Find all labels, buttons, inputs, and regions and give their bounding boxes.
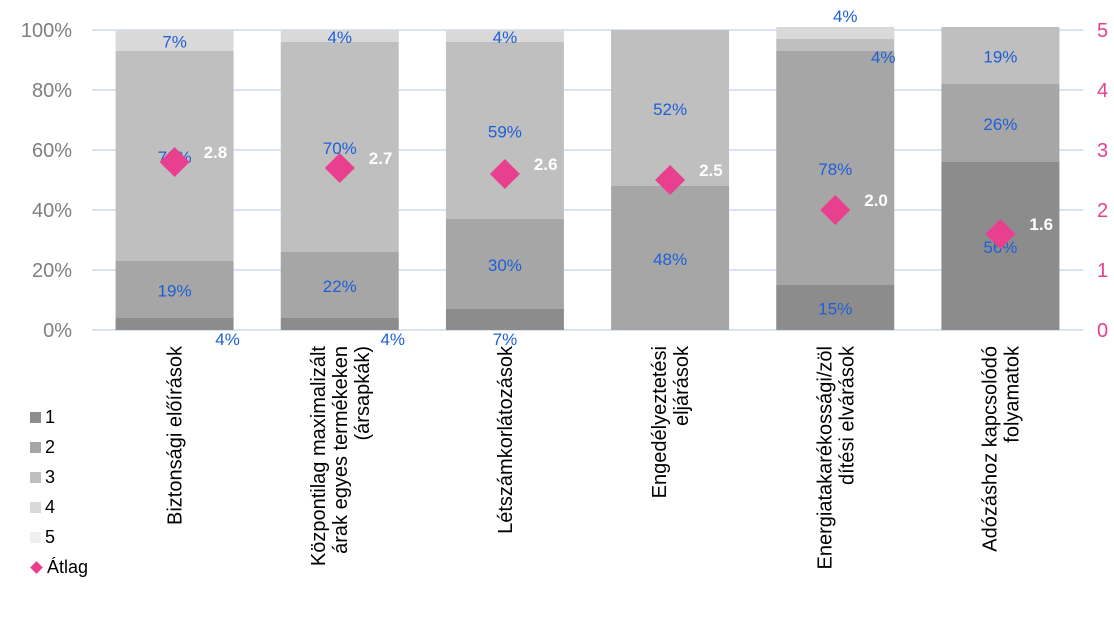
legend-swatch (30, 471, 41, 483)
legend-label: 3 (45, 466, 56, 487)
legend-label: 4 (45, 496, 56, 517)
bar-segment-2 (445, 219, 564, 309)
legend-label: 1 (45, 406, 56, 427)
data-label: 19% (158, 282, 192, 301)
average-label: 2.6 (534, 155, 558, 174)
x-category-label-line: eljárások (671, 345, 693, 426)
bar-segment-3 (611, 30, 730, 186)
x-category-label-line: Adózáshoz kapcsolódó (979, 346, 1001, 552)
x-category-label-line: folyamatok (1001, 345, 1023, 443)
bar-segment-3 (776, 39, 895, 51)
legend-item-4: 4 (30, 492, 88, 522)
average-marker (489, 159, 520, 189)
x-category-label-line: Biztonsági előírások (165, 345, 187, 525)
average-label: 2.0 (864, 191, 888, 210)
average-marker (655, 165, 686, 195)
data-label: 26% (983, 115, 1017, 134)
x-category-label: Központilag maximalizáltárak egyes termé… (308, 346, 374, 567)
data-label: 15% (818, 300, 852, 319)
y-left-tick-label: 40% (32, 200, 72, 222)
legend-swatch (30, 531, 41, 543)
legend-label: Átlag (47, 556, 89, 577)
legend-item-3: 3 (30, 462, 88, 492)
legend-label: 5 (45, 526, 56, 547)
data-label: 4% (871, 48, 896, 67)
bar-segment-4 (776, 27, 895, 39)
data-label: 52% (653, 100, 687, 119)
y-right-tick-label: 2 (1097, 200, 1108, 222)
y-left-tick-label: 20% (32, 260, 72, 282)
bar-segment-2 (115, 261, 234, 318)
x-category-label-line: Engedélyeztetési (649, 346, 671, 498)
bar-segment-2 (776, 51, 895, 285)
data-label: 7% (493, 330, 518, 349)
bar-segment-4 (445, 30, 564, 42)
diamond-icon (30, 560, 43, 574)
average-marker (159, 147, 190, 177)
x-category-label: Biztonsági előírások (165, 345, 187, 525)
y-right-tick-label: 5 (1097, 20, 1108, 42)
bar-segment-4 (115, 30, 234, 51)
y-left-tick-label: 80% (32, 80, 72, 102)
y-right-tick-label: 4 (1097, 80, 1108, 102)
bar-segment-4 (280, 30, 399, 42)
x-category-label: Létszámkorlátozások (495, 345, 517, 534)
average-label: 1.6 (1029, 215, 1053, 234)
bar-segment-1 (280, 318, 399, 330)
x-category-label-line: Központilag maximalizált (308, 346, 330, 567)
legend-swatch (30, 441, 41, 453)
legend-item-2: 2 (30, 432, 88, 462)
data-label: 70% (323, 139, 357, 158)
y-left-tick-label: 0% (43, 320, 72, 342)
bar-segment-2 (941, 84, 1060, 162)
data-label: 22% (323, 277, 357, 296)
average-marker (324, 153, 355, 183)
average-label: 2.7 (369, 149, 393, 168)
bar-segment-3 (941, 27, 1060, 84)
legend-item-5: 5 (30, 522, 88, 552)
x-category-label: Energiatakarékossági/zöldítési elvárások (814, 345, 858, 569)
data-label: 4% (493, 28, 518, 47)
y-right-tick-label: 0 (1097, 320, 1108, 342)
bar-segment-2 (611, 186, 730, 330)
x-category-label-line: (ársapkák) (352, 346, 374, 440)
data-label: 4% (833, 7, 858, 26)
x-category-label: Adózáshoz kapcsolódófolyamatok (979, 345, 1023, 552)
legend-swatch (30, 501, 41, 513)
bar-segment-1 (115, 318, 234, 330)
data-label: 59% (488, 123, 522, 142)
average-marker (820, 195, 851, 225)
y-right-tick-label: 1 (1097, 260, 1108, 282)
data-label: 4% (327, 28, 352, 47)
bar-segment-1 (445, 309, 564, 330)
x-category-label-line: Létszámkorlátozások (495, 345, 517, 534)
bar-segment-1 (776, 285, 895, 330)
data-label: 19% (983, 48, 1017, 67)
data-label: 78% (818, 160, 852, 179)
data-label: 4% (215, 330, 240, 349)
x-category-label-line: Energiatakarékossági/zöl (814, 346, 836, 569)
bar-segment-3 (445, 42, 564, 219)
x-category-label-line: árak egyes termékeken (330, 346, 352, 554)
y-right-tick-label: 3 (1097, 140, 1108, 162)
legend-label: 2 (45, 436, 56, 457)
legend: 1 2 3 4 5 Átlag (30, 402, 88, 582)
bar-segment-3 (280, 42, 399, 252)
average-label: 2.5 (699, 161, 723, 180)
legend-item-1: 1 (30, 402, 88, 432)
data-label: 4% (380, 330, 405, 349)
x-category-label-line: dítési elvárások (836, 345, 858, 485)
data-label: 48% (653, 250, 687, 269)
data-label: 7% (162, 33, 187, 52)
legend-swatch (30, 411, 41, 423)
legend-item-average: Átlag (30, 552, 88, 582)
average-label: 2.8 (204, 143, 228, 162)
y-left-tick-label: 60% (32, 140, 72, 162)
data-label: 30% (488, 256, 522, 275)
y-left-tick-label: 100% (21, 20, 72, 42)
average-marker (985, 219, 1016, 249)
bar-segment-2 (280, 252, 399, 318)
x-category-label: Engedélyeztetésieljárások (649, 345, 693, 498)
